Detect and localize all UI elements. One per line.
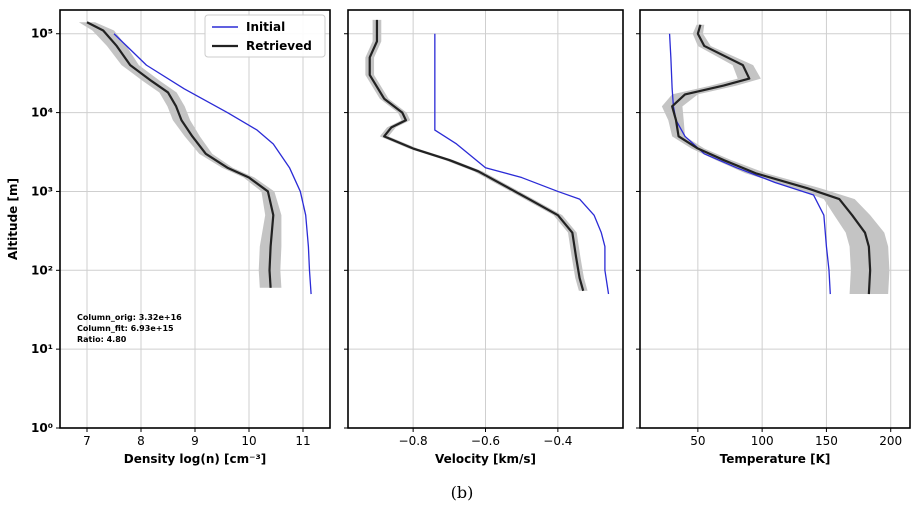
axes-frame — [639, 9, 911, 429]
y-axis-label: Altitude [m] — [6, 178, 20, 260]
y-tick-label: 10⁰ — [31, 421, 53, 435]
x-tick-label: 11 — [295, 434, 310, 448]
initial-line — [434, 33, 610, 295]
x-tick-label: 200 — [879, 434, 902, 448]
y-tick-label: 10¹ — [31, 342, 53, 356]
retrieved-uncertainty-band — [365, 19, 588, 291]
figure-caption: (b) — [451, 483, 474, 502]
x-axis-label: Temperature [K] — [720, 452, 831, 466]
y-tick-label: 10² — [31, 263, 53, 277]
y-tick-label: 10⁵ — [31, 27, 53, 41]
x-tick-label: 8 — [137, 434, 145, 448]
retrieved-line — [671, 24, 872, 295]
x-tick-label: 100 — [751, 434, 774, 448]
x-tick-label: 50 — [690, 434, 705, 448]
x-axis-label: Density log(n) [cm⁻³] — [124, 452, 266, 466]
x-tick-label: −0.6 — [471, 434, 500, 448]
legend-initial-label: Initial — [246, 20, 285, 34]
annotation-line-2: Column_fit: 6.93e+15 — [77, 324, 174, 333]
velocity-panel: −0.8 −0.6 −0.4 Velocity [km/s] — [344, 9, 624, 466]
retrieved-line — [368, 19, 585, 292]
retrieved-uncertainty-band — [78, 22, 282, 288]
x-tick-label: 9 — [191, 434, 199, 448]
annotation-line-3: Ratio: 4.80 — [77, 335, 127, 344]
y-tick-label: 10³ — [31, 184, 53, 198]
x-tick-label: 10 — [241, 434, 256, 448]
x-tick-label: 7 — [83, 434, 91, 448]
x-tick-label: −0.4 — [543, 434, 572, 448]
initial-line — [668, 33, 831, 295]
retrieved-line — [86, 21, 275, 288]
retrieved-uncertainty-band — [661, 24, 890, 295]
y-tick-label: 10⁴ — [31, 106, 53, 120]
density-panel: 7 8 9 10 11 Density log(n) [cm⁻³] 10⁰ 10¹ 10² 10³… — [6, 9, 331, 466]
legend: Initial Retrieved — [204, 14, 326, 58]
x-tick-label: −0.8 — [399, 434, 428, 448]
x-tick-label: 150 — [815, 434, 838, 448]
annotation-line-1: Column_orig: 3.32e+16 — [77, 313, 182, 322]
temperature-panel: 50 100 150 200 Temperature [K] — [636, 9, 911, 466]
x-axis-label: Velocity [km/s] — [435, 452, 536, 466]
initial-line — [113, 33, 312, 295]
column-annotation: Column_orig: 3.32e+16 Column_fit: 6.93e+… — [77, 313, 182, 344]
legend-retrieved-label: Retrieved — [246, 39, 312, 53]
